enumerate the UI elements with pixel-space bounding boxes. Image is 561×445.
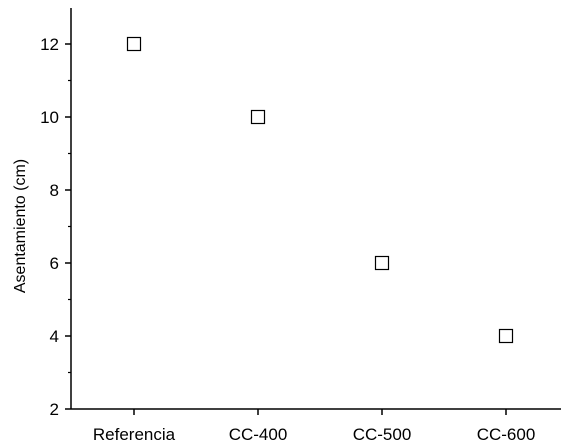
y-tick-label-5: 12	[40, 35, 59, 54]
x-axis-tick-labels: Referencia CC-400 CC-500 CC-600	[93, 425, 535, 444]
x-tick-label-2: CC-500	[353, 425, 412, 444]
data-point-3	[498, 328, 514, 344]
x-tick-label-3: CC-600	[477, 425, 536, 444]
x-tick-label-1: CC-400	[229, 425, 288, 444]
x-tick-label-0: Referencia	[93, 425, 176, 444]
y-axis-major-ticks	[65, 43, 71, 410]
y-axis-title: Asentamiento (cm)	[12, 159, 29, 293]
data-point-2	[374, 255, 390, 271]
y-tick-label-0: 2	[50, 400, 59, 419]
y-axis-tick-labels: 2 4 6 8 10 12	[40, 35, 59, 419]
data-point-0	[126, 36, 142, 52]
y-tick-label-4: 10	[40, 108, 59, 127]
y-tick-label-2: 6	[50, 254, 59, 273]
data-markers	[126, 36, 514, 344]
y-tick-label-3: 8	[50, 181, 59, 200]
data-point-1	[250, 109, 266, 125]
y-tick-label-1: 4	[50, 327, 59, 346]
x-axis-ticks	[133, 409, 507, 415]
